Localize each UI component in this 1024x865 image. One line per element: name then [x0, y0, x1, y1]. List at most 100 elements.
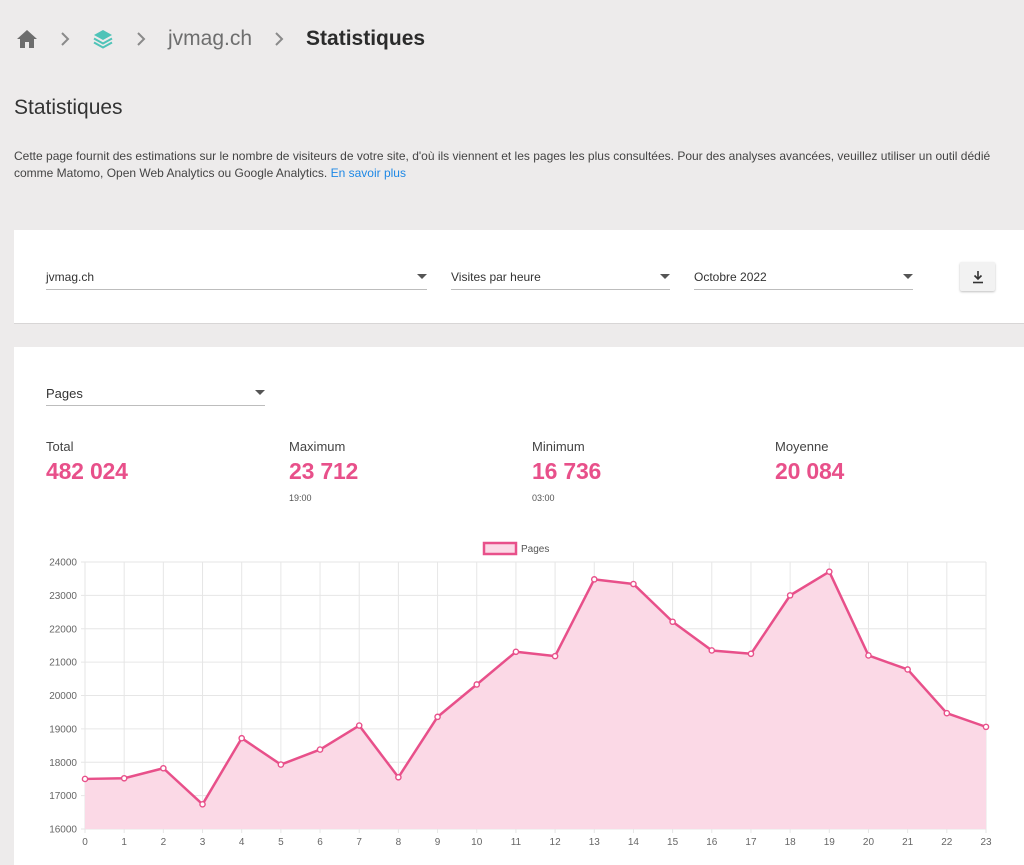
x-tick-label: 16 [706, 837, 718, 848]
legend-swatch [482, 541, 518, 556]
metric-max-value: 23 712 [289, 458, 359, 484]
metric-max-time: 19:00 [289, 493, 312, 503]
metric-min-value: 16 736 [532, 458, 602, 484]
x-tick-label: 0 [82, 837, 88, 848]
metric-avg-value: 20 084 [775, 458, 845, 484]
x-tick-label: 1 [121, 837, 127, 848]
y-tick-label: 20000 [49, 691, 77, 702]
x-tick-label: 20 [863, 837, 875, 848]
data-point [708, 647, 716, 654]
x-tick-label: 5 [278, 837, 284, 848]
mode-select[interactable]: Visites par heure [451, 262, 670, 290]
data-point [982, 723, 990, 731]
data-point [316, 746, 324, 753]
metric-avg: Moyenne 20 084 [775, 439, 844, 485]
caret-down-icon [660, 274, 670, 279]
metric-total-label: Total [46, 439, 74, 454]
y-tick-label: 23000 [49, 591, 77, 602]
metric-min-time: 03:00 [532, 493, 555, 503]
chevron-right-icon [274, 31, 284, 47]
data-point [434, 713, 441, 721]
chevron-right-icon [136, 31, 146, 47]
metric-select-value: Pages [46, 386, 83, 401]
data-point [786, 592, 794, 599]
data-point [826, 568, 833, 575]
filters-card: jvmag.ch Visites par heure Octobre 2022 [14, 230, 1024, 324]
y-tick-label: 21000 [49, 658, 77, 669]
data-point [630, 580, 637, 588]
data-point [81, 775, 89, 783]
x-tick-label: 21 [902, 837, 914, 848]
data-point [943, 709, 951, 717]
data-point [238, 734, 245, 742]
caret-down-icon [903, 274, 913, 279]
intro-text: Cette page fournit des estimations sur l… [14, 149, 991, 180]
site-select-value: jvmag.ch [46, 270, 95, 284]
metric-select[interactable]: Pages [46, 378, 265, 406]
metric-min-label: Minimum [532, 439, 585, 454]
period-select[interactable]: Octobre 2022 [694, 262, 913, 290]
x-tick-label: 7 [356, 837, 362, 848]
period-select-value: Octobre 2022 [694, 270, 767, 284]
breadcrumb-site[interactable]: jvmag.ch [168, 27, 253, 50]
metric-max: Maximum 23 712 19:00 [289, 439, 358, 503]
metric-min: Minimum 16 736 03:00 [532, 439, 601, 503]
mode-select-value: Visites par heure [451, 270, 541, 284]
y-tick-label: 19000 [49, 724, 77, 735]
data-point [590, 576, 598, 583]
x-tick-label: 8 [396, 837, 402, 848]
y-tick-label: 18000 [49, 758, 77, 769]
x-tick-label: 12 [550, 837, 562, 848]
x-tick-label: 3 [200, 837, 206, 848]
page-intro: Cette page fournit des estimations sur l… [14, 148, 1022, 182]
layers-icon[interactable] [92, 28, 114, 50]
data-point [865, 652, 872, 659]
x-tick-label: 22 [941, 837, 953, 848]
x-tick-label: 13 [589, 837, 601, 848]
site-select[interactable]: jvmag.ch [46, 262, 427, 290]
y-tick-label: 22000 [49, 624, 77, 635]
metric-avg-label: Moyenne [775, 439, 829, 454]
x-tick-label: 15 [667, 837, 679, 848]
data-point [473, 681, 481, 688]
home-icon[interactable] [16, 29, 38, 49]
caret-down-icon [417, 274, 427, 279]
data-point [512, 648, 520, 656]
data-point [120, 774, 128, 782]
series-line [84, 570, 987, 806]
data-point [277, 761, 285, 768]
data-point [669, 618, 676, 626]
x-tick-label: 23 [980, 837, 992, 848]
x-tick-label: 10 [471, 837, 483, 848]
breadcrumb-current: Statistiques [306, 27, 426, 50]
x-tick-label: 19 [824, 837, 836, 848]
x-tick-label: 17 [745, 837, 757, 848]
y-tick-label: 17000 [49, 791, 77, 802]
page-title: Statistiques [14, 96, 123, 119]
download-icon [972, 270, 983, 283]
data-point [904, 666, 911, 673]
metric-max-label: Maximum [289, 439, 346, 454]
metric-total: Total 482 024 [46, 439, 128, 485]
caret-down-icon [255, 390, 265, 395]
download-button[interactable] [960, 262, 995, 291]
legend-label: Pages [521, 544, 549, 555]
series-area [85, 571, 986, 829]
chart-legend: Pages [482, 541, 549, 556]
metric-total-value: 482 024 [46, 458, 128, 484]
data-point [199, 801, 206, 808]
data-point [551, 652, 559, 660]
x-tick-label: 4 [239, 837, 245, 848]
x-tick-label: 11 [511, 837, 522, 848]
breadcrumb: jvmag.ch Statistiques [16, 22, 425, 56]
learn-more-link[interactable]: En savoir plus [330, 166, 406, 180]
chevron-right-icon [60, 31, 70, 47]
data-point [747, 650, 755, 658]
x-tick-label: 2 [161, 837, 167, 848]
x-tick-label: 9 [435, 837, 441, 848]
data-point [355, 722, 363, 729]
y-tick-label: 16000 [49, 825, 77, 836]
y-tick-label: 24000 [49, 558, 77, 569]
x-tick-label: 6 [317, 837, 323, 848]
